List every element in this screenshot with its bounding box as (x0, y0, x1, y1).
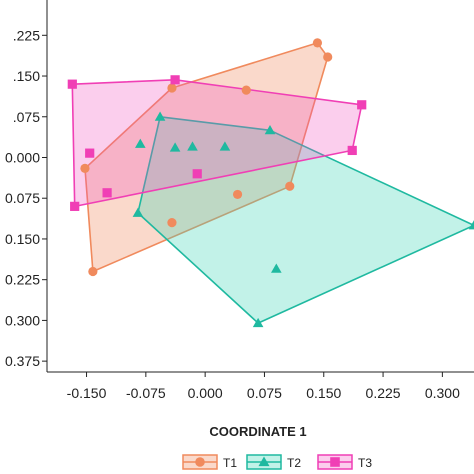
point-t3-1 (170, 75, 180, 85)
x-tick-label: 0.075 (247, 385, 282, 401)
point-t2-4 (219, 141, 231, 151)
legend-item-t2: T2 (246, 454, 301, 470)
hull-t2 (137, 116, 474, 324)
point-t3-6 (192, 169, 202, 179)
x-axis-title: COORDINATE 1 (209, 424, 306, 439)
point-t2-1 (135, 138, 146, 148)
point-t1-2 (241, 85, 251, 95)
point-t2-6 (132, 207, 144, 217)
point-t2-2 (169, 142, 181, 152)
point-layer (67, 38, 474, 328)
y-tick-label: 0.075 (5, 190, 40, 206)
y-tick-label: 0.225 (5, 272, 40, 288)
point-t3-7 (70, 201, 80, 211)
y-tick-label: 0.000 (5, 149, 40, 165)
hull-t3 (71, 79, 363, 208)
legend-item-t3: T3 (317, 454, 372, 470)
point-t3-0 (67, 79, 77, 89)
point-t2-8 (271, 263, 282, 273)
point-t3-3 (347, 145, 357, 156)
point-t3-4 (85, 148, 95, 158)
legend: T1 T2 T3 (182, 454, 372, 470)
point-t2-5 (264, 125, 276, 135)
y-tick-label: .075 (13, 109, 40, 125)
legend-marker (195, 457, 205, 467)
legend-item-t1: T1 (182, 454, 237, 470)
point-t1-6 (232, 189, 243, 200)
point-t3-5 (102, 188, 112, 198)
point-t1-3 (312, 38, 323, 48)
x-tick-label: 0.300 (425, 385, 460, 401)
x-tick-label: 0.225 (366, 385, 401, 401)
point-t1-8 (88, 266, 98, 277)
point-t1-5 (285, 181, 295, 191)
x-tick-label: 0.000 (188, 385, 223, 401)
point-t2-0 (154, 111, 166, 121)
legend-label: T2 (287, 456, 301, 470)
hull-layer (71, 42, 474, 324)
x-tick-label: -0.150 (67, 385, 107, 401)
y-tick-label: .225 (13, 27, 40, 43)
point-t1-7 (167, 218, 177, 228)
point-t1-4 (323, 52, 333, 62)
point-t2-3 (187, 141, 198, 151)
y-tick-label: .150 (13, 68, 40, 84)
point-t2-7 (252, 317, 264, 328)
point-t1-0 (80, 163, 90, 173)
axis-layer (46, 0, 474, 373)
point-t2-9 (468, 220, 474, 230)
point-t1-1 (167, 83, 177, 93)
tick-layer: -0.150 -0.075 0.000 0.075 0.150 0.225 0.300 .22… (5, 27, 460, 401)
legend-label: T1 (223, 456, 237, 470)
y-tick-label: 0.300 (5, 312, 40, 328)
legend-label: T3 (358, 456, 372, 470)
legend-marker (330, 457, 340, 467)
legend-marker (258, 456, 270, 467)
x-tick-label: 0.150 (306, 385, 341, 401)
y-tick-label: 0.150 (5, 231, 40, 247)
x-tick-label: -0.075 (126, 385, 166, 401)
point-t3-2 (357, 100, 367, 110)
y-tick-label: 0.375 (5, 353, 40, 369)
